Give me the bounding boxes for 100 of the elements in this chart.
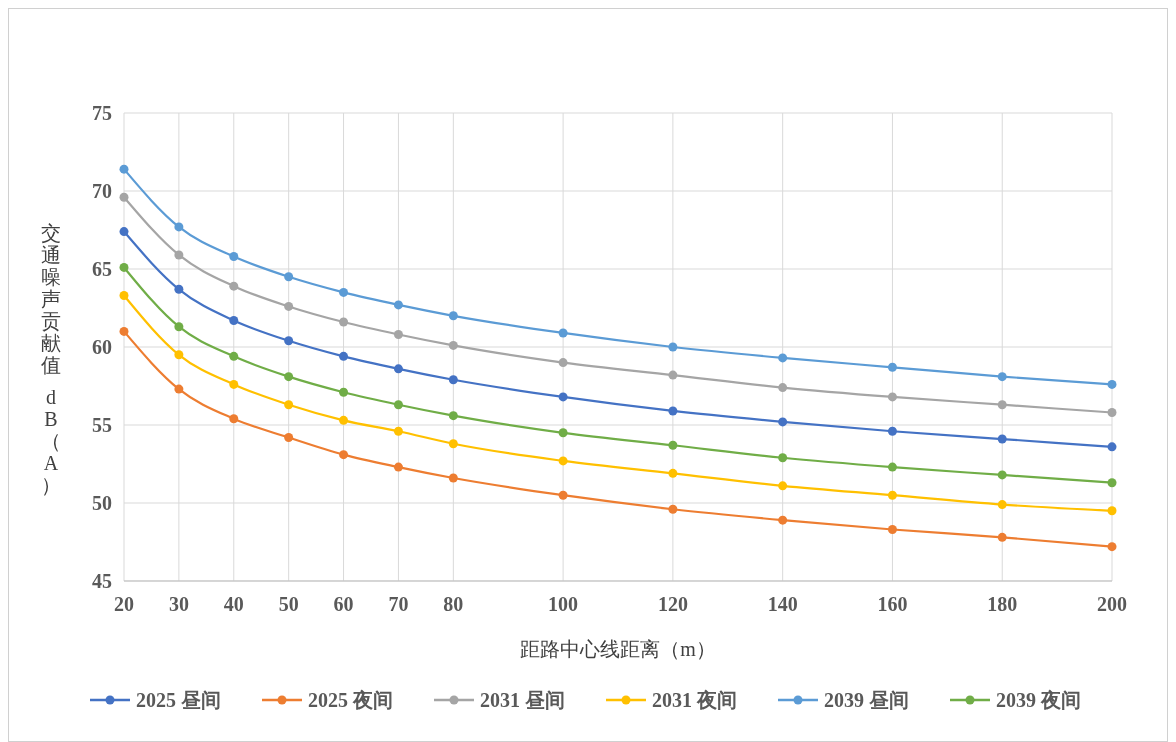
point [119, 262, 129, 272]
point [1107, 442, 1117, 452]
point [284, 372, 294, 382]
point [229, 414, 239, 424]
point [1107, 478, 1117, 488]
point [339, 415, 349, 425]
x-tick-label: 40 [223, 593, 244, 615]
legend-label: 2039 昼间 [824, 689, 909, 711]
point [229, 379, 239, 389]
y-tick-label: 70 [92, 180, 112, 202]
legend-label: 2025 夜间 [308, 689, 393, 711]
point [668, 440, 678, 450]
point [229, 351, 239, 361]
point [119, 291, 129, 301]
x-tick-label: 100 [548, 593, 579, 615]
point [558, 456, 568, 466]
point [668, 406, 678, 416]
point [887, 490, 897, 500]
x-tick-label: 180 [987, 593, 1018, 615]
point [997, 500, 1007, 510]
legend-label: 2031 夜间 [652, 689, 737, 711]
point [778, 353, 788, 363]
x-tick-label: 60 [333, 593, 354, 615]
point [997, 372, 1007, 382]
point [174, 250, 184, 260]
point [229, 252, 239, 262]
x-tick-label: 140 [767, 593, 798, 615]
point [778, 515, 788, 525]
point [448, 375, 458, 385]
point [229, 281, 239, 291]
point [558, 328, 568, 338]
y-tick-label: 55 [92, 414, 112, 436]
point [174, 222, 184, 232]
point [448, 340, 458, 350]
legend-label: 2025 昼间 [136, 689, 221, 711]
point [174, 384, 184, 394]
point [448, 311, 458, 321]
point [887, 525, 897, 535]
text: 交通噪声贡献值 dB（A） [41, 222, 61, 496]
point [284, 301, 294, 311]
y-tick-label: 60 [92, 336, 112, 358]
x-tick-label: 120 [657, 593, 688, 615]
point [887, 462, 897, 472]
point [284, 336, 294, 346]
y-tick-label: 45 [92, 570, 112, 592]
point [997, 400, 1007, 410]
point [393, 330, 403, 340]
x-tick-label: 30 [168, 593, 189, 615]
legend-label: 2039 夜间 [996, 689, 1081, 711]
point [668, 468, 678, 478]
point [284, 400, 294, 410]
point [1107, 379, 1117, 389]
point [558, 358, 568, 368]
point [558, 392, 568, 402]
x-tick-label: 200 [1097, 593, 1127, 615]
point [284, 272, 294, 282]
point [887, 426, 897, 436]
y-tick-label: 50 [92, 492, 112, 514]
point [284, 432, 294, 442]
x-tick-label: 160 [877, 593, 908, 615]
point [997, 470, 1007, 480]
point [778, 453, 788, 463]
point [887, 362, 897, 372]
y-tick-label: 65 [92, 258, 112, 280]
point [1107, 408, 1117, 418]
point [997, 532, 1007, 542]
point [668, 342, 678, 352]
point [174, 350, 184, 360]
legend-label: 2031 昼间 [480, 689, 565, 711]
point [558, 490, 568, 500]
point [339, 351, 349, 361]
x-tick-label: 70 [388, 593, 409, 615]
point [174, 322, 184, 332]
x-tick-label: 80 [443, 593, 464, 615]
point [119, 164, 129, 174]
point [339, 287, 349, 297]
point [393, 364, 403, 374]
point [119, 326, 129, 336]
y-tick-label: 75 [92, 102, 112, 124]
point [558, 428, 568, 438]
point [119, 227, 129, 237]
point [448, 439, 458, 449]
point [393, 400, 403, 410]
point [339, 387, 349, 397]
point [393, 426, 403, 436]
x-tick-label: 20 [114, 593, 134, 615]
x-axis-title: 距路中心线距离（m） [520, 638, 716, 660]
point [778, 417, 788, 427]
point [1107, 506, 1117, 516]
point [997, 434, 1007, 444]
point [448, 411, 458, 421]
point [339, 317, 349, 327]
point [119, 192, 129, 202]
point [1107, 542, 1117, 552]
point [174, 284, 184, 294]
point [448, 473, 458, 483]
point [887, 392, 897, 402]
point [339, 450, 349, 460]
point [668, 504, 678, 514]
point [778, 481, 788, 491]
